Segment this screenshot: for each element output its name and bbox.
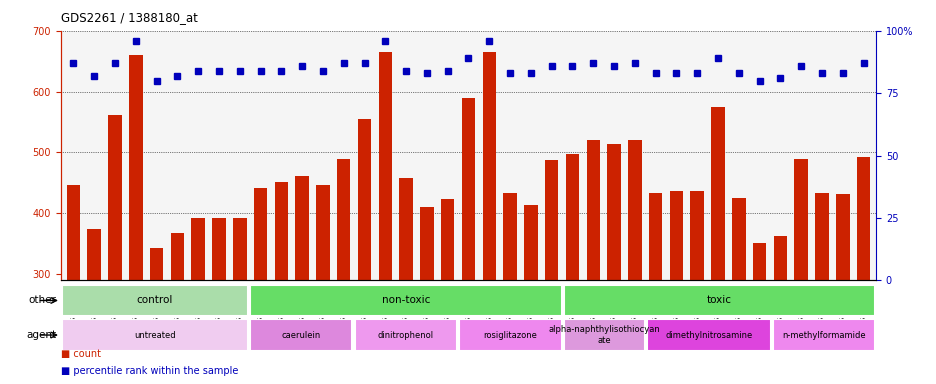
- Bar: [233, 218, 246, 384]
- Bar: [337, 159, 350, 384]
- Text: ■ count: ■ count: [61, 349, 101, 359]
- Bar: [274, 182, 287, 384]
- Bar: [254, 189, 267, 384]
- Bar: [586, 140, 599, 384]
- Text: agent: agent: [26, 330, 56, 340]
- Text: toxic: toxic: [706, 295, 731, 306]
- Bar: [250, 285, 561, 316]
- Bar: [545, 161, 558, 384]
- Bar: [295, 176, 309, 384]
- Text: dimethylnitrosamine: dimethylnitrosamine: [665, 331, 752, 339]
- Bar: [482, 52, 495, 384]
- Text: ■ percentile rank within the sample: ■ percentile rank within the sample: [61, 366, 238, 376]
- Bar: [399, 178, 413, 384]
- Bar: [503, 193, 517, 384]
- Bar: [753, 243, 766, 384]
- Bar: [669, 191, 682, 384]
- Bar: [62, 319, 248, 351]
- Bar: [419, 207, 433, 384]
- Bar: [459, 319, 561, 351]
- Bar: [87, 228, 101, 384]
- Text: other: other: [28, 295, 56, 306]
- Bar: [170, 233, 183, 384]
- Bar: [563, 319, 644, 351]
- Bar: [856, 157, 870, 384]
- Bar: [710, 107, 724, 384]
- Bar: [563, 285, 874, 316]
- Bar: [794, 159, 807, 384]
- Bar: [62, 285, 248, 316]
- Bar: [354, 319, 457, 351]
- Bar: [814, 193, 828, 384]
- Bar: [835, 194, 849, 384]
- Bar: [461, 98, 475, 384]
- Text: non-toxic: non-toxic: [381, 295, 430, 306]
- Bar: [690, 192, 703, 384]
- Bar: [66, 185, 80, 384]
- Bar: [358, 119, 371, 384]
- Bar: [212, 218, 226, 384]
- Bar: [129, 55, 142, 384]
- Bar: [772, 319, 874, 351]
- Bar: [647, 319, 769, 351]
- Bar: [250, 319, 352, 351]
- Text: dinitrophenol: dinitrophenol: [377, 331, 433, 339]
- Bar: [315, 185, 329, 384]
- Bar: [731, 197, 745, 384]
- Bar: [565, 154, 578, 384]
- Bar: [441, 199, 454, 384]
- Bar: [191, 218, 205, 384]
- Bar: [108, 115, 122, 384]
- Bar: [150, 248, 163, 384]
- Bar: [627, 140, 641, 384]
- Bar: [773, 236, 786, 384]
- Bar: [378, 52, 391, 384]
- Text: n-methylformamide: n-methylformamide: [782, 331, 865, 339]
- Bar: [649, 193, 662, 384]
- Text: untreated: untreated: [134, 331, 176, 339]
- Text: alpha-naphthylisothiocyan
ate: alpha-naphthylisothiocyan ate: [548, 325, 660, 345]
- Text: control: control: [137, 295, 173, 306]
- Text: GDS2261 / 1388180_at: GDS2261 / 1388180_at: [61, 12, 197, 25]
- Bar: [523, 205, 537, 384]
- Text: rosiglitazone: rosiglitazone: [483, 331, 536, 339]
- Text: caerulein: caerulein: [282, 331, 320, 339]
- Bar: [607, 144, 621, 384]
